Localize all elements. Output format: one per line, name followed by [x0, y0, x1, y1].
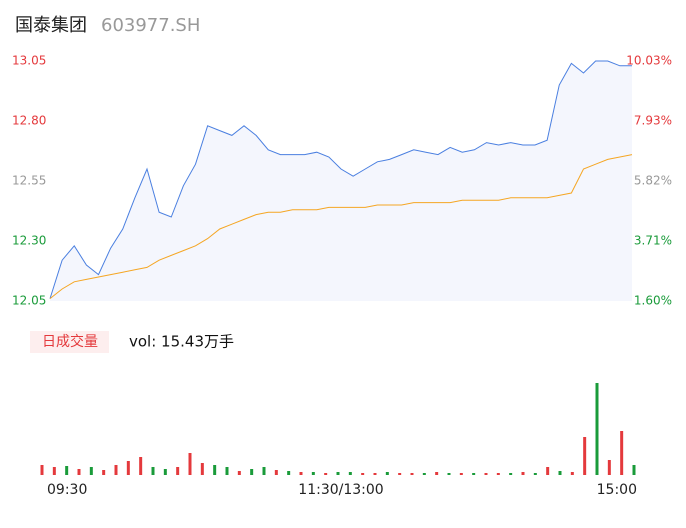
volume-bar — [361, 473, 365, 475]
volume-bar — [200, 463, 204, 475]
y2-tick-label: 3.71% — [634, 233, 672, 247]
volume-bar — [287, 471, 291, 475]
volume-bar — [595, 383, 599, 475]
volume-bar — [336, 472, 340, 475]
volume-bar — [274, 470, 278, 475]
volume-bar — [607, 460, 611, 475]
volume-bar — [213, 465, 217, 475]
volume-bar — [422, 473, 426, 475]
y-tick-label: 12.05 — [12, 294, 46, 308]
volume-bar — [77, 469, 81, 475]
volume-bar — [188, 453, 192, 475]
volume-bar — [151, 467, 155, 475]
price-area — [50, 61, 632, 301]
y-tick-label: 12.30 — [12, 234, 46, 248]
price-line — [49, 60, 632, 299]
volume-bar — [373, 473, 377, 475]
volume-bar — [558, 471, 562, 475]
volume-bar — [496, 473, 500, 475]
y-tick-label: 12.80 — [12, 114, 46, 128]
x-tick-label: 15:00 — [597, 482, 637, 498]
volume-bar — [40, 465, 44, 475]
y2-tick-label: 1.60% — [634, 294, 672, 308]
volume-bar — [459, 473, 463, 475]
volume-bar — [410, 473, 414, 475]
volume-bar — [237, 471, 241, 475]
volume-bar — [139, 457, 143, 475]
volume-bar — [65, 466, 69, 475]
volume-bar — [533, 473, 537, 475]
y-tick-label: 12.55 — [12, 174, 46, 188]
volume-bar — [484, 473, 488, 475]
volume-bar — [163, 469, 167, 475]
y2-tick-label: 5.82% — [634, 173, 672, 187]
volume-bar — [385, 472, 389, 475]
chart-title: 国泰集团 — [15, 15, 87, 36]
volume-bar — [620, 431, 624, 475]
volume-bar — [250, 469, 254, 475]
volume-bar — [262, 467, 266, 475]
volume-bar — [299, 472, 303, 475]
volume-bar — [472, 473, 476, 475]
volume-bar — [114, 465, 118, 475]
average-line — [49, 154, 633, 299]
volume-bar — [89, 467, 93, 475]
volume-bar — [447, 473, 451, 475]
volume-badge — [30, 331, 109, 353]
volume-bar — [176, 467, 180, 475]
x-tick-label: 11:30/13:00 — [298, 482, 383, 498]
volume-bar — [583, 437, 587, 475]
chart-subtitle: 603977.SH — [101, 15, 200, 36]
volume-bar — [398, 473, 402, 475]
volume-bar — [546, 467, 550, 475]
volume-bar — [102, 470, 106, 475]
volume-bar — [52, 467, 56, 475]
volume-bar — [324, 473, 328, 475]
volume-text: vol: 15.43万手 — [129, 333, 234, 351]
x-tick-label: 09:30 — [47, 482, 87, 498]
y2-tick-label: 10.03% — [626, 54, 672, 68]
volume-bar — [126, 461, 130, 475]
y2-tick-label: 7.93% — [634, 113, 672, 127]
volume-bar — [311, 472, 315, 475]
volume-bar — [632, 465, 636, 475]
volume-label: 日成交量 — [42, 333, 98, 350]
volume-bar — [348, 472, 352, 475]
volume-bar — [570, 472, 574, 475]
volume-bar — [521, 472, 525, 475]
volume-bar — [509, 473, 513, 475]
volume-bar — [435, 472, 439, 475]
y-tick-label: 13.05 — [12, 54, 46, 68]
volume-bar — [225, 467, 229, 475]
